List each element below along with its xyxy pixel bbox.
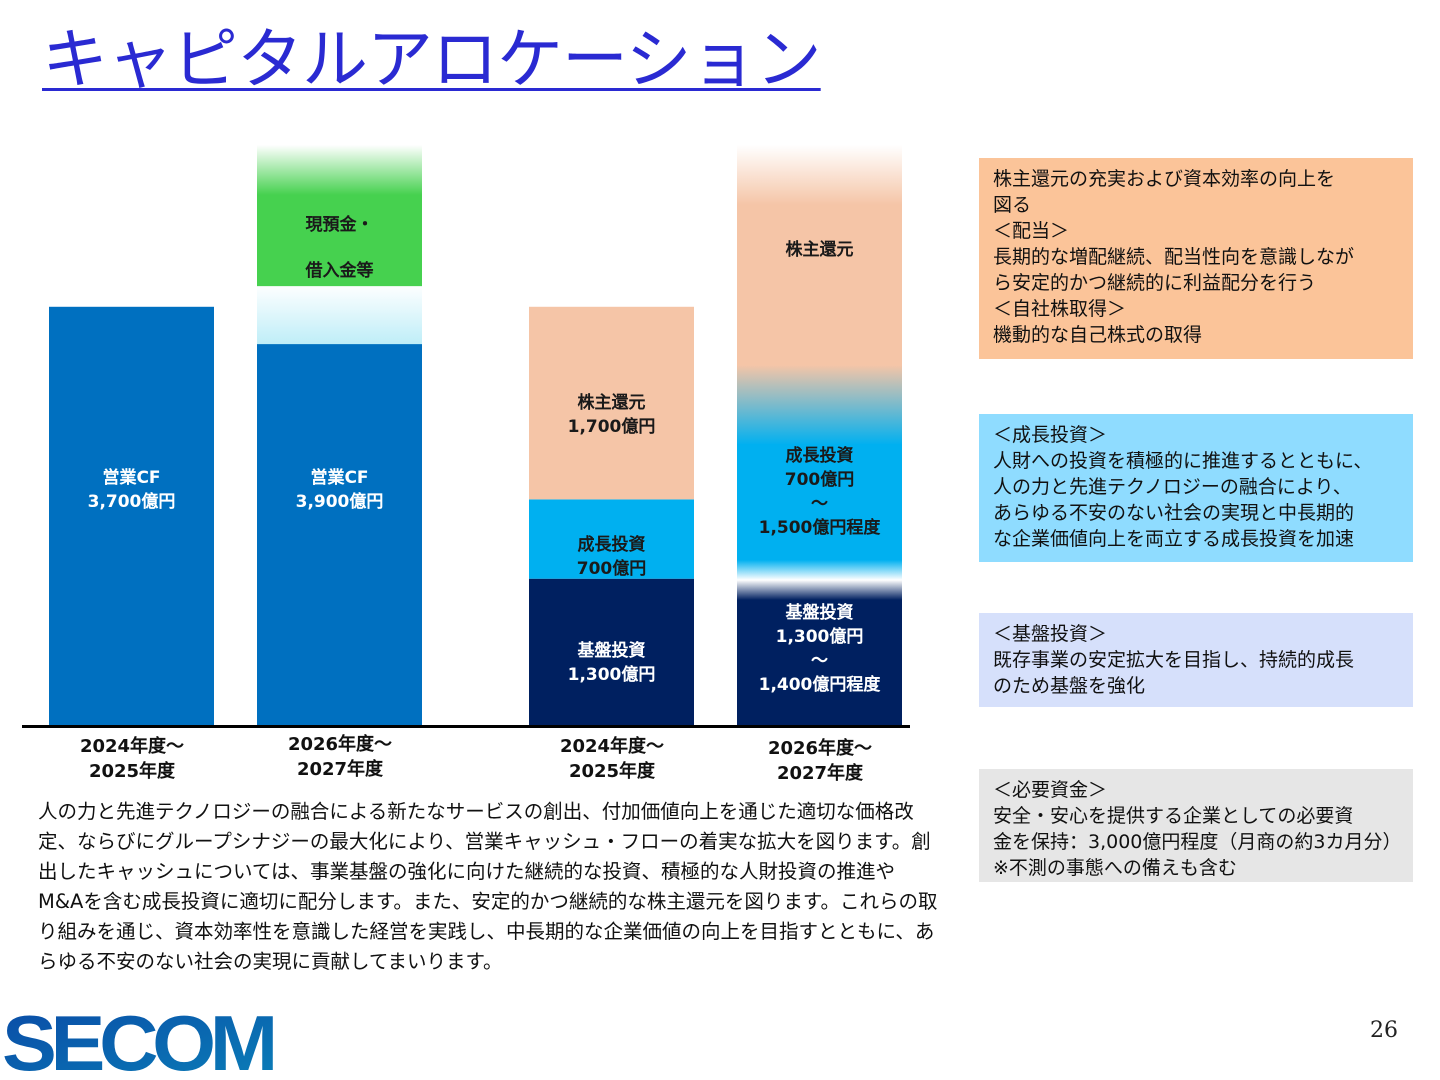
bar-label-base-2026: 基盤投資 1,300億円 ～ 1,400億円程度 xyxy=(758,603,881,695)
note-growth-investment: ＜成長投資＞ 人財への投資を積極的に推進するとともに、 人の力と先進テクノロジーの融… xyxy=(979,414,1413,562)
note-line: 人財への投資を積極的に推進するとともに、 xyxy=(993,450,1373,472)
bar-top-fade xyxy=(737,145,902,205)
note-line: のため基盤を強化 xyxy=(993,675,1146,697)
bar-operating-cf-2024 xyxy=(49,306,214,726)
bar-label-growth-2026: 成長投資 700億円 ～ 1,500億円程度 xyxy=(758,446,881,538)
bar-label-cash-borrowing: 現預金・ 借入金等 xyxy=(305,215,374,281)
bar-growth-investment-2024 xyxy=(529,499,694,579)
note-line: ＜成長投資＞ xyxy=(993,424,1108,446)
bar-label-shareholder-2026: 株主還元 xyxy=(785,240,854,260)
bar-base-investment-2024 xyxy=(529,578,694,726)
note-shareholder-returns: 株主還元の充実および資本効率の向上を 図る ＜配当＞ 長期的な増配継続、配当性向を意識… xyxy=(979,158,1413,359)
note-line: 長期的な増配継続、配当性向を意識しなが xyxy=(993,246,1355,268)
bar-growth-investment-2026 xyxy=(737,444,902,562)
note-base-investment: ＜基盤投資＞ 既存事業の安定拡大を目指し、持続的成長 のため基盤を強化 xyxy=(979,613,1413,707)
x-tick-label: 2026年度～ 2027年度 xyxy=(767,738,873,784)
note-line: ※不測の事態への備えも含む xyxy=(993,857,1237,879)
note-line: ＜自社株取得＞ xyxy=(993,298,1127,320)
bar-shareholder-growth-blend xyxy=(737,365,902,445)
note-line: 図る xyxy=(993,194,1032,216)
bar-label-cf-2026: 営業CF 3,900億円 xyxy=(295,468,384,512)
bar-base-investment-2026 xyxy=(737,600,902,726)
note-line: ＜配当＞ xyxy=(993,220,1070,242)
note-required-funds: ＜必要資金＞ 安全・安心を提供する企業としての必要資金を保持：3,000億円程度（… xyxy=(979,769,1413,882)
note-line: ＜基盤投資＞ xyxy=(993,623,1108,645)
note-line: 人の力と先進テクノロジーの融合により、 xyxy=(993,476,1352,498)
note-line: な企業価値向上を両立する成長投資を加速 xyxy=(993,528,1355,550)
page-title: キャピタルアロケーション xyxy=(42,21,822,98)
bar-shareholder-returns-2024 xyxy=(529,306,694,500)
bar-operating-cf-2026 xyxy=(257,344,422,726)
note-line: ＜必要資金＞ xyxy=(993,779,1108,801)
page-number: 26 xyxy=(1370,1018,1398,1043)
description-paragraph: 人の力と先進テクノロジーの融合による新たなサービスの創出、付加価値向上を通じた適… xyxy=(38,800,938,973)
x-axis-line xyxy=(22,725,910,728)
bar-top-fade xyxy=(257,145,422,195)
x-tick-label: 2024年度～ 2025年度 xyxy=(559,736,665,782)
note-line: あらゆる不安のない社会の実現と中長期的 xyxy=(993,502,1355,524)
note-line: 安全・安心を提供する企業としての必要資 xyxy=(993,805,1354,827)
bar-label-base-2024: 基盤投資 1,300億円 xyxy=(567,641,656,685)
bar-label-shareholder-2024: 株主還元 1,700億円 xyxy=(567,393,656,437)
note-line: 金を保持：3,000億円程度（月商の約3カ月分） xyxy=(993,831,1402,853)
note-line: 株主還元の充実および資本効率の向上を xyxy=(993,168,1336,190)
x-tick-label: 2024年度～ 2025年度 xyxy=(79,736,185,782)
note-line: ら安定的かつ継続的に利益配分を行う xyxy=(993,272,1317,294)
note-line: 機動的な自己株式の取得 xyxy=(993,324,1203,346)
bar-label-growth-2024: 成長投資 700億円 xyxy=(576,535,647,579)
bar-label-cf-2024: 営業CF 3,700億円 xyxy=(87,468,176,512)
logo-text: SECOM xyxy=(2,1006,273,1076)
x-tick-label: 2026年度～ 2027年度 xyxy=(287,734,393,780)
secom-logo: SECOM xyxy=(2,1006,279,1076)
note-line: 既存事業の安定拡大を目指し、持続的成長 xyxy=(993,649,1355,671)
capital-allocation-chart xyxy=(49,145,902,726)
bar-growth-base-blend xyxy=(737,560,902,600)
